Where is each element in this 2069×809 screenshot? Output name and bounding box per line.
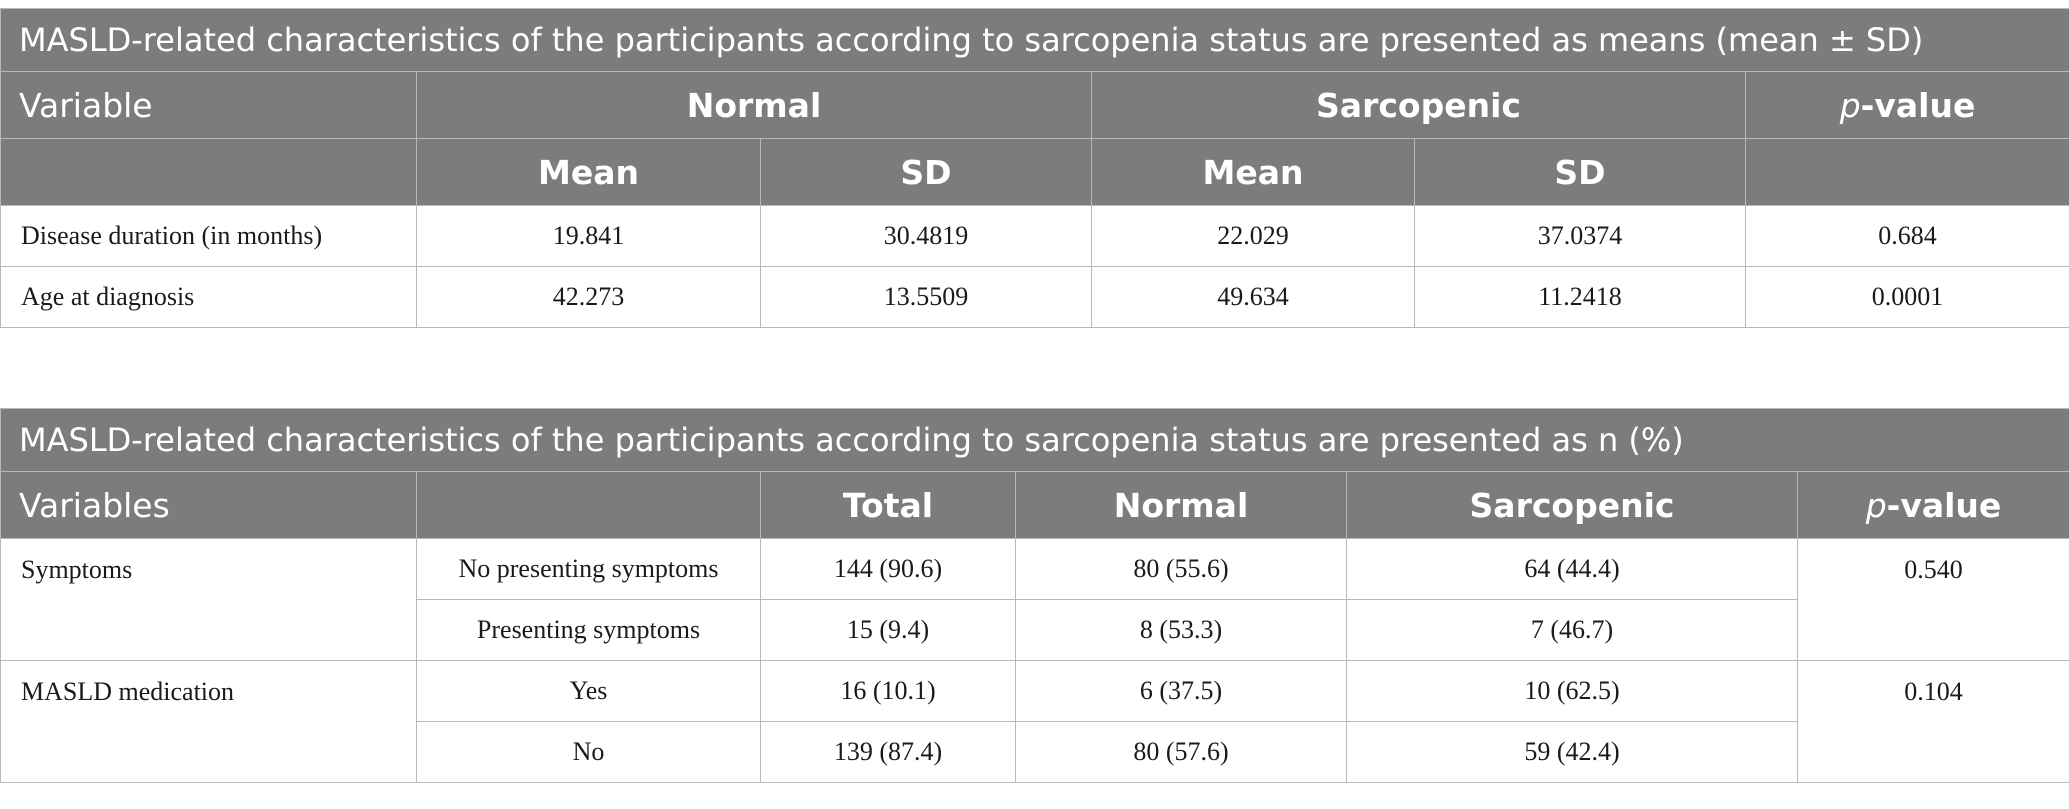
header-blank-p xyxy=(1744,138,2069,206)
cell-sarcopenic-sd: 11.2418 xyxy=(1414,266,1746,328)
cell-total: 144 (90.6) xyxy=(760,538,1016,600)
cell-level: Presenting symptoms xyxy=(416,599,761,661)
counts-table: MASLD-related characteristics of the par… xyxy=(0,408,2069,783)
cell-normal: 80 (57.6) xyxy=(1015,721,1347,783)
header-normal-mean: Mean xyxy=(416,138,761,206)
p-italic: p xyxy=(1865,485,1887,525)
counts-table-caption: MASLD-related characteristics of the par… xyxy=(0,408,2069,472)
header-total: Total xyxy=(760,471,1016,539)
cell-sarcopenic: 59 (42.4) xyxy=(1346,721,1798,783)
cell-normal-sd: 13.5509 xyxy=(760,266,1092,328)
means-table: MASLD-related characteristics of the par… xyxy=(0,8,2069,328)
header-p-value: p-value xyxy=(1744,71,2069,139)
table-row: MASLD medication Yes 16 (10.1) 6 (37.5) … xyxy=(0,660,2069,783)
table-row: No 139 (87.4) 80 (57.6) 59 (42.4) xyxy=(1,721,2069,783)
cell-sarcopenic: 64 (44.4) xyxy=(1346,538,1798,600)
cell-normal: 80 (55.6) xyxy=(1015,538,1347,600)
cell-sarcopenic-mean: 22.029 xyxy=(1091,205,1415,267)
cell-level: Yes xyxy=(416,660,761,722)
header-sarcopenic-mean: Mean xyxy=(1091,138,1415,206)
cell-total: 16 (10.1) xyxy=(760,660,1016,722)
cell-variable: Age at diagnosis xyxy=(0,266,417,328)
cell-p-value: 0.540 xyxy=(1796,538,2069,661)
header-sarcopenic-sd: SD xyxy=(1414,138,1746,206)
cell-variable: Disease duration (in months) xyxy=(0,205,417,267)
cell-sarcopenic-mean: 49.634 xyxy=(1091,266,1415,328)
table-row: Presenting symptoms 15 (9.4) 8 (53.3) 7 … xyxy=(1,599,2069,661)
header-level-blank xyxy=(416,471,761,539)
header-blank xyxy=(0,138,417,206)
p-suffix: -value xyxy=(1886,485,2002,525)
cell-level: No xyxy=(416,721,761,783)
table-row: Age at diagnosis 42.273 13.5509 49.634 1… xyxy=(0,266,2069,328)
means-table-caption: MASLD-related characteristics of the par… xyxy=(0,8,2069,72)
header-sarcopenic: Sarcopenic xyxy=(1346,471,1798,539)
cell-variable: MASLD medication xyxy=(0,660,417,783)
table-row: Symptoms No presenting symptoms 144 (90.… xyxy=(0,538,2069,661)
header-variable: Variable xyxy=(0,71,417,139)
cell-normal: 8 (53.3) xyxy=(1015,599,1347,661)
header-variables: Variables xyxy=(0,471,417,539)
cell-total: 139 (87.4) xyxy=(760,721,1016,783)
header-normal-sd: SD xyxy=(760,138,1092,206)
cell-p-value: 0.684 xyxy=(1744,205,2069,267)
header-normal: Normal xyxy=(1015,471,1347,539)
table-row: Disease duration (in months) 19.841 30.4… xyxy=(0,205,2069,267)
header-sarcopenic: Sarcopenic xyxy=(1091,71,1746,139)
cell-sarcopenic-sd: 37.0374 xyxy=(1414,205,1746,267)
header-normal: Normal xyxy=(416,71,1092,139)
cell-normal-mean: 19.841 xyxy=(416,205,761,267)
cell-total: 15 (9.4) xyxy=(760,599,1016,661)
cell-normal-sd: 30.4819 xyxy=(760,205,1092,267)
cell-level: No presenting symptoms xyxy=(416,538,761,600)
p-italic: p xyxy=(1839,85,1861,125)
p-suffix: -value xyxy=(1860,85,1976,125)
cell-p-value: 0.104 xyxy=(1796,660,2069,783)
header-p-value: p-value xyxy=(1796,471,2069,539)
cell-sarcopenic: 7 (46.7) xyxy=(1346,599,1798,661)
cell-p-value: 0.0001 xyxy=(1744,266,2069,328)
cell-sarcopenic: 10 (62.5) xyxy=(1346,660,1798,722)
cell-variable: Symptoms xyxy=(0,538,417,661)
cell-normal: 6 (37.5) xyxy=(1015,660,1347,722)
cell-normal-mean: 42.273 xyxy=(416,266,761,328)
